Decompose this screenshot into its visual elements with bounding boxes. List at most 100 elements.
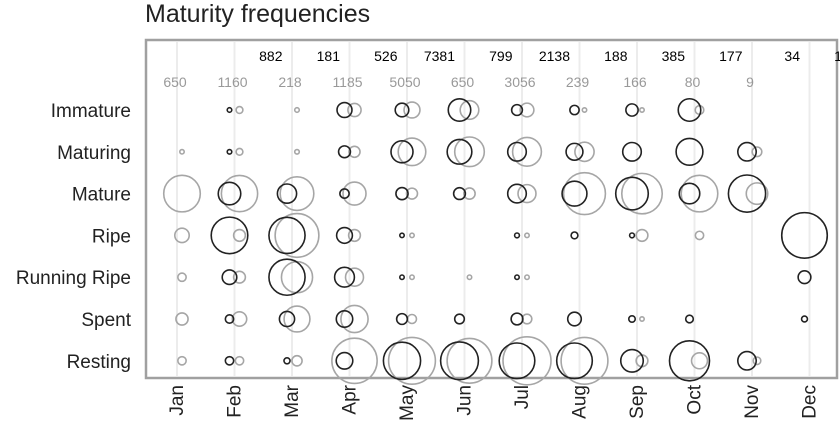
grey-circle-feb-maturing	[235, 147, 244, 156]
dark-circle-apr-spent	[335, 309, 354, 329]
stage-label-resting: Resting	[67, 352, 131, 373]
dark-circle-feb-resting	[224, 355, 235, 366]
grey-circle-feb-spent	[231, 310, 248, 327]
dark-circle-aug-maturing	[565, 142, 584, 162]
grey-circle-may-immature	[403, 101, 421, 119]
grey-circle-jan-spent	[175, 312, 189, 326]
dark-circle-jun-spent	[453, 313, 466, 325]
dark-circle-oct-immature	[677, 97, 702, 123]
dark-circle-apr-mature	[339, 188, 350, 200]
dark-circle-mar-spent	[278, 310, 296, 328]
month-label-apr: Apr	[340, 384, 361, 414]
grey-circle-may-running-ripe	[408, 274, 415, 281]
grey-circle-mar-spent	[283, 305, 311, 333]
dark-total-feb: 882	[259, 48, 283, 64]
grey-total-jun: 650	[451, 74, 475, 90]
grey-total-mar: 218	[278, 74, 302, 90]
grey-circle-apr-immature	[347, 102, 362, 118]
grey-series-totals: 650 1160 218 1185 5050 650 3056 239 166 80 9	[163, 74, 754, 90]
grey-circle-may-maturing	[397, 137, 427, 167]
grey-circle-feb-immature	[235, 105, 244, 115]
dark-total-nov: 34	[784, 48, 800, 64]
dark-circle-may-ripe	[398, 232, 405, 239]
stage-label-immature: Immature	[51, 101, 131, 122]
dark-circle-oct-mature	[678, 182, 701, 205]
dark-circle-sep-ripe	[628, 232, 636, 239]
dark-circle-apr-immature	[336, 101, 353, 119]
dark-circle-mar-mature	[276, 183, 298, 205]
dark-series-totals: 882 181 526 7381 799 2138 188 385 177 34 195	[259, 48, 840, 64]
dark-circle-jul-spent	[510, 312, 524, 326]
grey-total-aug: 239	[566, 74, 590, 90]
month-label-may: May	[397, 385, 418, 421]
dark-circle-dec-ripe	[780, 211, 829, 259]
dark-circle-may-immature	[394, 102, 410, 118]
grey-circle-jun-resting	[446, 337, 493, 384]
month-label-mar: Mar	[282, 384, 303, 417]
dark-circle-sep-immature	[625, 103, 639, 117]
dark-total-apr: 526	[374, 48, 398, 64]
dark-circle-may-spent	[395, 312, 409, 326]
grey-circle-jan-ripe	[174, 227, 191, 244]
grey-circle-jan-running-ripe	[177, 272, 187, 283]
dark-circle-aug-spent	[566, 311, 583, 327]
month-label-jun: Jun	[455, 385, 476, 416]
dark-circle-oct-resting	[668, 339, 711, 382]
grey-circle-jul-running-ripe	[523, 274, 530, 281]
dark-circle-jun-maturing	[446, 138, 473, 165]
dark-circle-feb-maturing	[226, 148, 233, 155]
grey-circle-apr-maturing	[348, 145, 361, 159]
dark-circle-jun-immature	[447, 97, 472, 123]
dark-circle-may-maturing	[390, 140, 414, 164]
dark-circle-may-running-ripe	[398, 274, 405, 281]
grey-circle-mar-resting	[291, 354, 303, 367]
stage-label-spent: Spent	[81, 310, 131, 331]
grey-circle-aug-resting	[560, 336, 609, 385]
stage-label-running-ripe: Running Ripe	[16, 268, 131, 289]
dark-circle-jun-mature	[452, 186, 467, 201]
dark-series-circles	[210, 97, 829, 382]
grey-circle-aug-mature	[562, 171, 607, 216]
stage-label-maturing: Maturing	[57, 143, 131, 164]
grey-circle-nov-maturing	[751, 146, 763, 158]
dark-circle-feb-running-ripe	[221, 269, 238, 286]
grey-total-sep: 166	[623, 74, 647, 90]
dark-circle-mar-ripe	[268, 216, 306, 255]
dark-circle-nov-mature	[727, 174, 767, 213]
month-label-aug: Aug	[570, 385, 591, 419]
grey-circle-mar-ripe	[274, 212, 320, 259]
dark-circle-nov-resting	[736, 350, 758, 371]
month-labels: Jan Feb Mar Apr May Jun Jul Aug Sep Oct Nov Dec	[167, 384, 821, 421]
grey-total-jan: 650	[163, 74, 187, 90]
dark-circle-feb-mature	[217, 181, 242, 206]
grey-circle-sep-spent	[638, 315, 645, 322]
dark-circle-may-mature	[395, 186, 409, 201]
dark-circle-apr-ripe	[335, 226, 354, 245]
dark-circle-dec-running-ripe	[797, 270, 812, 285]
dark-total-may: 7381	[424, 48, 455, 64]
plot-frame	[144, 38, 839, 380]
grey-circle-jun-mature	[463, 187, 476, 201]
dark-total-oct: 177	[719, 48, 743, 64]
grey-total-feb: 1160	[217, 74, 247, 90]
grey-total-may: 5050	[389, 74, 420, 90]
grey-circle-jan-maturing	[179, 148, 186, 155]
grey-circle-mar-maturing	[293, 148, 301, 155]
dark-circle-feb-immature	[226, 106, 233, 114]
dark-circle-jul-mature	[506, 183, 528, 204]
dark-circle-may-resting	[382, 341, 422, 381]
dark-circle-oct-spent	[684, 314, 695, 324]
grey-circle-feb-ripe	[232, 228, 247, 243]
grey-circle-jan-mature	[162, 174, 202, 213]
grey-circle-feb-mature	[220, 174, 259, 213]
grey-circle-jul-maturing	[511, 136, 543, 168]
dark-total-sep: 385	[662, 48, 686, 64]
grey-circle-oct-ripe	[694, 230, 705, 241]
grey-circle-apr-resting	[331, 337, 378, 385]
stage-label-mature: Mature	[72, 185, 131, 206]
grey-circle-may-mature	[405, 187, 419, 200]
month-label-nov: Nov	[742, 385, 763, 419]
grey-total-oct: 80	[685, 74, 701, 90]
dark-circle-sep-maturing	[621, 141, 643, 162]
month-label-sep: Sep	[627, 385, 648, 419]
